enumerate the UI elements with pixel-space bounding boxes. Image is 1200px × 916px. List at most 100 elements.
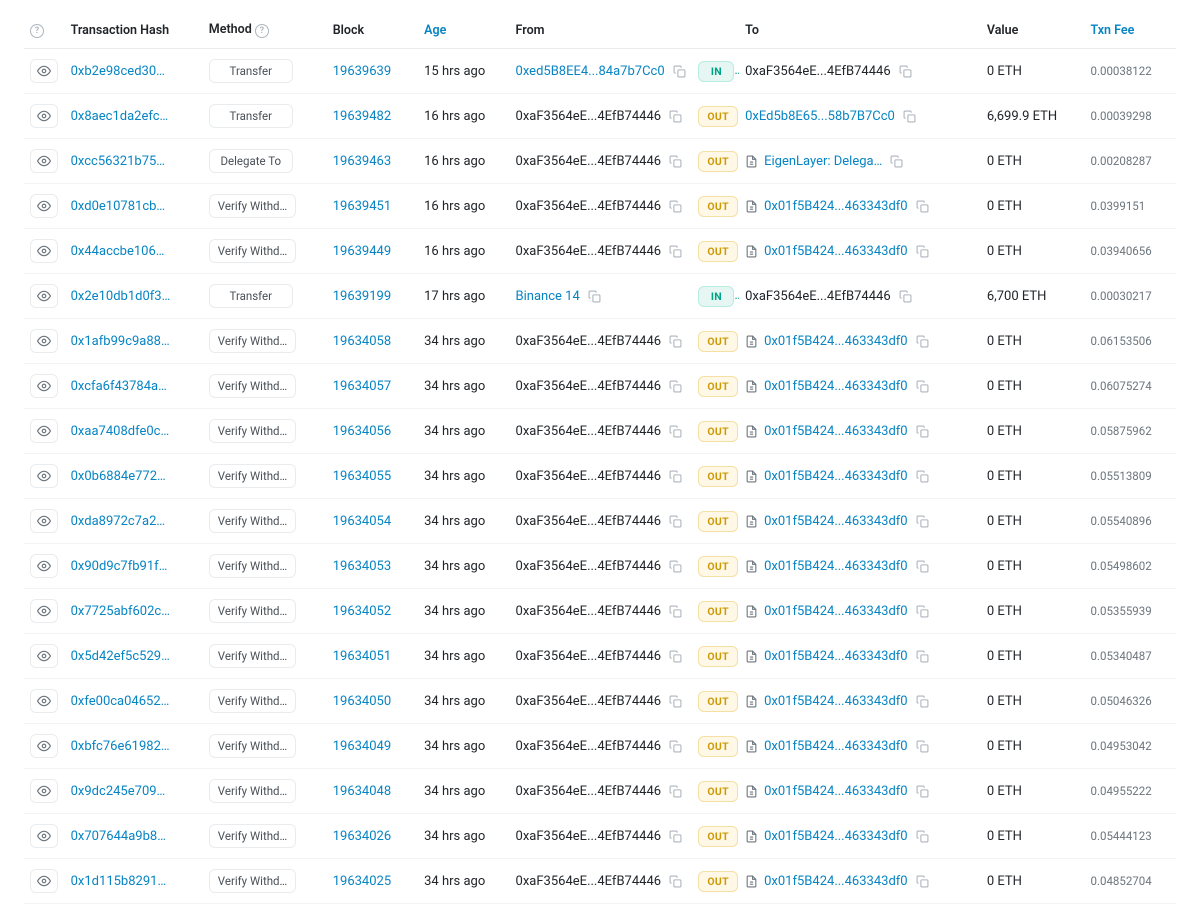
view-details-button[interactable] <box>30 104 58 128</box>
view-details-button[interactable] <box>30 554 58 578</box>
txn-hash-link[interactable]: 0x0b6884e772… <box>71 469 166 484</box>
txn-hash-link[interactable]: 0xda8972c7a2… <box>71 514 165 529</box>
method-badge[interactable]: Verify Withd… <box>209 644 296 668</box>
method-badge[interactable]: Verify Withd… <box>209 509 296 533</box>
copy-icon[interactable] <box>916 245 929 258</box>
copy-icon[interactable] <box>916 425 929 438</box>
copy-icon[interactable] <box>916 695 929 708</box>
block-link[interactable]: 19639199 <box>333 289 391 304</box>
view-details-button[interactable] <box>30 644 58 668</box>
txn-hash-link[interactable]: 0xd0e10781cb… <box>71 199 166 214</box>
from-address[interactable]: Binance 14 <box>516 289 580 304</box>
block-link[interactable]: 19634051 <box>333 649 391 664</box>
copy-icon[interactable] <box>669 695 682 708</box>
method-badge[interactable]: Verify Withd… <box>209 419 296 443</box>
method-badge[interactable]: Verify Withd… <box>209 869 296 893</box>
col-header-fee[interactable]: Txn Fee <box>1084 12 1176 49</box>
to-address[interactable]: 0x01f5B424...463343df0 <box>764 559 908 574</box>
to-address[interactable]: 0x01f5B424...463343df0 <box>764 424 908 439</box>
block-link[interactable]: 19634048 <box>333 784 391 799</box>
copy-icon[interactable] <box>669 335 682 348</box>
copy-icon[interactable] <box>899 290 912 303</box>
to-address[interactable]: 0x01f5B424...463343df0 <box>764 649 908 664</box>
txn-hash-link[interactable]: 0x2e10db1d0f3… <box>71 289 171 304</box>
copy-icon[interactable] <box>673 65 686 78</box>
txn-hash-link[interactable]: 0x9dc245e709… <box>71 784 166 799</box>
view-details-button[interactable] <box>30 509 58 533</box>
view-details-button[interactable] <box>30 329 58 353</box>
help-icon[interactable]: ? <box>30 24 44 38</box>
block-link[interactable]: 19634054 <box>333 514 391 529</box>
to-address[interactable]: 0x01f5B424...463343df0 <box>764 379 908 394</box>
view-details-button[interactable] <box>30 419 58 443</box>
block-link[interactable]: 19634056 <box>333 424 391 439</box>
block-link[interactable]: 19639451 <box>333 199 391 214</box>
view-details-button[interactable] <box>30 374 58 398</box>
copy-icon[interactable] <box>669 605 682 618</box>
to-address[interactable]: 0x01f5B424...463343df0 <box>764 244 908 259</box>
copy-icon[interactable] <box>916 560 929 573</box>
view-details-button[interactable] <box>30 59 58 83</box>
copy-icon[interactable] <box>916 785 929 798</box>
txn-hash-link[interactable]: 0x8aec1da2efc… <box>71 109 169 124</box>
to-address[interactable]: 0xEd5b8E65...58b7B7Cc0 <box>745 109 895 124</box>
copy-icon[interactable] <box>669 470 682 483</box>
col-header-age[interactable]: Age <box>418 12 509 49</box>
copy-icon[interactable] <box>916 650 929 663</box>
txn-hash-link[interactable]: 0x1afb99c9a88… <box>71 334 170 349</box>
txn-hash-link[interactable]: 0xfe00ca04652… <box>71 694 170 709</box>
copy-icon[interactable] <box>669 560 682 573</box>
block-link[interactable]: 19634026 <box>333 829 391 844</box>
view-details-button[interactable] <box>30 149 58 173</box>
txn-hash-link[interactable]: 0x44accbe106… <box>71 244 165 259</box>
method-badge[interactable]: Transfer <box>209 104 293 128</box>
copy-icon[interactable] <box>669 830 682 843</box>
block-link[interactable]: 19634055 <box>333 469 391 484</box>
copy-icon[interactable] <box>916 740 929 753</box>
txn-hash-link[interactable]: 0xcc56321b75… <box>71 154 165 169</box>
block-link[interactable]: 19634050 <box>333 694 391 709</box>
method-badge[interactable]: Transfer <box>209 59 293 83</box>
block-link[interactable]: 19634058 <box>333 334 391 349</box>
to-address[interactable]: 0x01f5B424...463343df0 <box>764 784 908 799</box>
method-badge[interactable]: Verify Withd… <box>209 374 296 398</box>
method-badge[interactable]: Verify Withd… <box>209 329 296 353</box>
to-address[interactable]: 0x01f5B424...463343df0 <box>764 514 908 529</box>
copy-icon[interactable] <box>903 110 916 123</box>
copy-icon[interactable] <box>669 875 682 888</box>
view-details-button[interactable] <box>30 194 58 218</box>
to-address[interactable]: 0x01f5B424...463343df0 <box>764 739 908 754</box>
copy-icon[interactable] <box>916 380 929 393</box>
to-address[interactable]: 0x01f5B424...463343df0 <box>764 829 908 844</box>
copy-icon[interactable] <box>669 515 682 528</box>
txn-hash-link[interactable]: 0xb2e98ced30… <box>71 64 165 79</box>
copy-icon[interactable] <box>669 650 682 663</box>
txn-hash-link[interactable]: 0x5d42ef5c529… <box>71 649 170 664</box>
from-address[interactable]: 0xed5B8EE4...84a7b7Cc0 <box>516 64 665 79</box>
method-badge[interactable]: Delegate To <box>209 149 293 173</box>
copy-icon[interactable] <box>916 830 929 843</box>
help-icon[interactable]: ? <box>255 24 269 38</box>
copy-icon[interactable] <box>669 425 682 438</box>
copy-icon[interactable] <box>916 515 929 528</box>
block-link[interactable]: 19634053 <box>333 559 391 574</box>
copy-icon[interactable] <box>669 740 682 753</box>
block-link[interactable]: 19634052 <box>333 604 391 619</box>
txn-hash-link[interactable]: 0x7725abf602c… <box>71 604 170 619</box>
txn-hash-link[interactable]: 0xbfc76e61982… <box>71 739 170 754</box>
block-link[interactable]: 19634057 <box>333 379 391 394</box>
method-badge[interactable]: Transfer <box>209 284 293 308</box>
method-badge[interactable]: Verify Withd… <box>209 194 296 218</box>
view-details-button[interactable] <box>30 779 58 803</box>
block-link[interactable]: 19634049 <box>333 739 391 754</box>
copy-icon[interactable] <box>669 380 682 393</box>
method-badge[interactable]: Verify Withd… <box>209 599 296 623</box>
view-details-button[interactable] <box>30 599 58 623</box>
copy-icon[interactable] <box>669 200 682 213</box>
to-address[interactable]: EigenLayer: Delega… <box>764 154 882 169</box>
view-details-button[interactable] <box>30 239 58 263</box>
copy-icon[interactable] <box>890 155 903 168</box>
block-link[interactable]: 19639463 <box>333 154 391 169</box>
to-address[interactable]: 0x01f5B424...463343df0 <box>764 469 908 484</box>
method-badge[interactable]: Verify Withd… <box>209 464 296 488</box>
